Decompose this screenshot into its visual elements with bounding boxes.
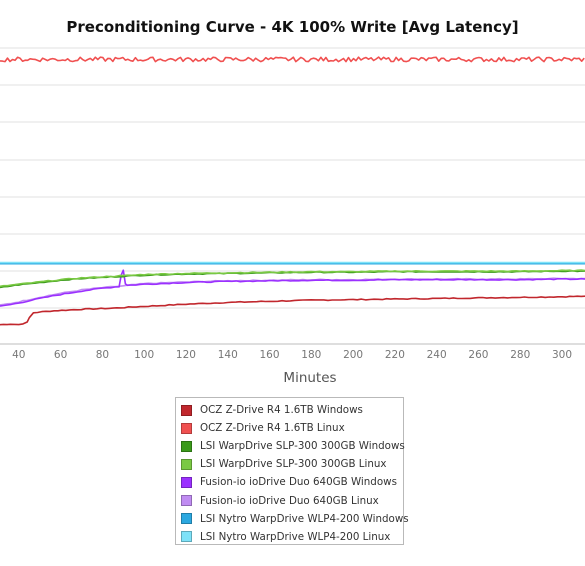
legend-item: OCZ Z-Drive R4 1.6TB Linux (181, 419, 403, 437)
legend-label: LSI WarpDrive SLP-300 300GB Windows (200, 440, 405, 453)
legend-swatch (181, 422, 192, 434)
legend-swatch (181, 531, 192, 543)
legend-swatch (181, 404, 192, 416)
chart-title: Preconditioning Curve - 4K 100% Write [A… (66, 18, 519, 36)
legend-item: LSI Nytro WarpDrive WLP4-200 Linux (181, 528, 403, 546)
x-tick-label: 280 (510, 349, 530, 361)
legend-swatch (181, 476, 192, 488)
legend-item: Fusion-io ioDrive Duo 640GB Linux (181, 491, 403, 509)
legend-label: LSI Nytro WarpDrive WLP4-200 Linux (200, 530, 391, 543)
legend-label: Fusion-io ioDrive Duo 640GB Windows (200, 476, 397, 489)
legend-label: LSI Nytro WarpDrive WLP4-200 Windows (200, 512, 409, 525)
x-tick-label: 60 (54, 349, 67, 361)
legend-label: OCZ Z-Drive R4 1.6TB Linux (200, 422, 345, 435)
series-line-1 (0, 56, 585, 63)
x-tick-label: 120 (176, 349, 196, 361)
legend-swatch (181, 440, 192, 452)
x-tick-label: 80 (96, 349, 109, 361)
chart-legend: OCZ Z-Drive R4 1.6TB Windows OCZ Z-Drive … (175, 397, 409, 546)
x-tick-label: 240 (427, 349, 447, 361)
x-tick-label: 220 (385, 349, 405, 361)
series-line-3 (0, 269, 585, 288)
legend-label: Fusion-io ioDrive Duo 640GB Linux (200, 494, 379, 507)
legend-item: LSI Nytro WarpDrive WLP4-200 Windows (181, 510, 409, 528)
legend-swatch (181, 458, 192, 470)
x-tick-label: 140 (218, 349, 238, 361)
series-line-0 (0, 295, 585, 326)
legend-item: LSI WarpDrive SLP-300 300GB Windows (181, 437, 405, 455)
x-tick-label: 260 (468, 349, 488, 361)
series-line-4 (0, 269, 585, 307)
legend-item: OCZ Z-Drive R4 1.6TB Windows (181, 401, 403, 419)
legend-label: OCZ Z-Drive R4 1.6TB Windows (200, 404, 363, 417)
x-tick-label: 300 (552, 349, 572, 361)
legend-swatch (181, 495, 192, 507)
x-axis-title: Minutes (283, 370, 336, 386)
legend-swatch (181, 513, 192, 525)
legend-item: LSI WarpDrive SLP-300 300GB Linux (181, 455, 403, 473)
x-tick-label: 200 (343, 349, 363, 361)
legend-label: LSI WarpDrive SLP-300 300GB Linux (200, 458, 387, 471)
legend-item: Fusion-io ioDrive Duo 640GB Windows (181, 473, 403, 491)
x-tick-label: 40 (12, 349, 25, 361)
x-tick-label: 100 (134, 349, 154, 361)
x-tick-label: 180 (301, 349, 321, 361)
x-tick-label: 160 (259, 349, 279, 361)
